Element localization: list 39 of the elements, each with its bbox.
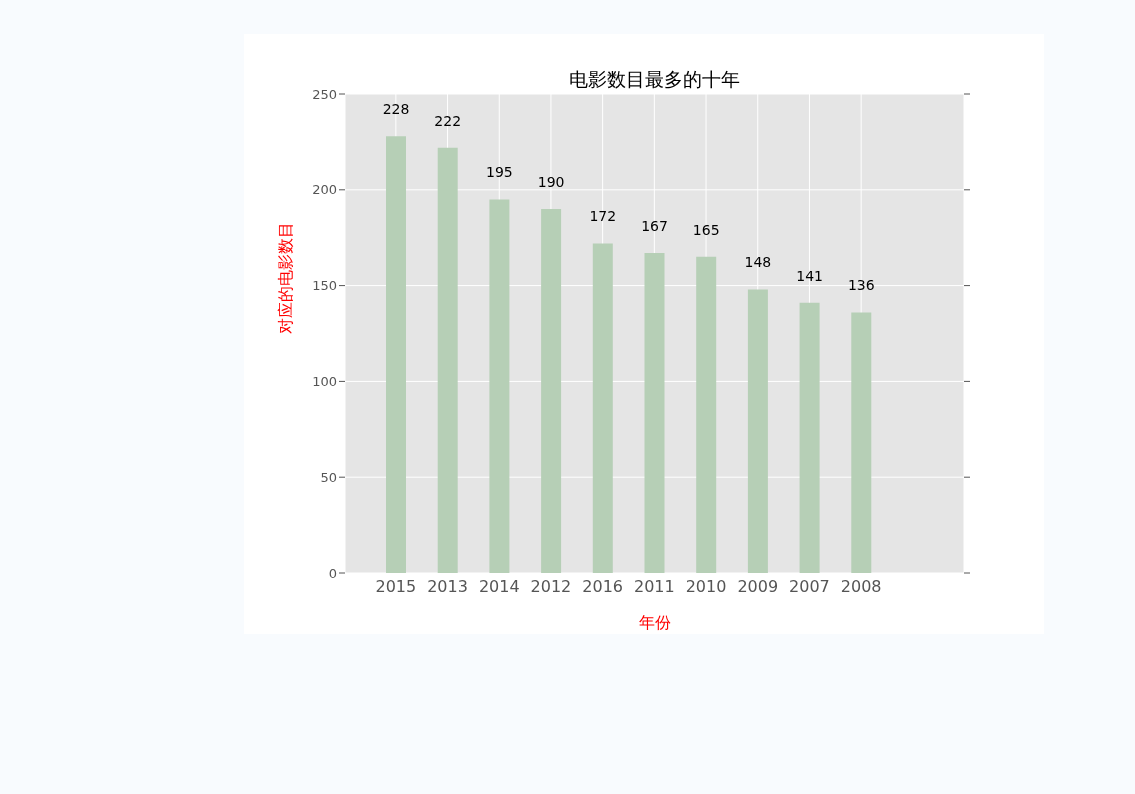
data-label: 190 — [537, 173, 565, 190]
bar — [799, 302, 820, 573]
x-tick-label: 2013 — [427, 577, 468, 597]
data-label: 195 — [486, 164, 513, 181]
x-tick-label: 2008 — [840, 577, 882, 597]
x-tick-label: 2010 — [685, 577, 727, 597]
y-tick-label: 250 — [312, 86, 337, 102]
data-label: 148 — [744, 254, 772, 271]
data-label: 165 — [692, 221, 720, 238]
bar — [386, 136, 406, 573]
x-tick-label: 2011 — [633, 577, 675, 597]
data-label: 172 — [589, 208, 617, 225]
bar — [851, 312, 872, 573]
bar — [644, 253, 665, 573]
x-tick-label: 2015 — [375, 577, 417, 597]
data-label: 222 — [434, 112, 462, 129]
x-axis-title: 年份 — [638, 613, 671, 632]
x-tick-label: 2012 — [530, 577, 572, 597]
data-label: 136 — [847, 277, 875, 294]
data-label: 228 — [382, 101, 410, 118]
bar — [489, 199, 510, 573]
bar — [592, 243, 613, 573]
y-tick-label: 50 — [320, 469, 337, 485]
bar — [541, 208, 562, 573]
y-tick-label: 150 — [312, 278, 337, 294]
y-tick-label: 200 — [312, 182, 337, 198]
x-tick-label: 2014 — [478, 577, 520, 597]
data-label: 167 — [641, 218, 668, 235]
y-tick-label: 0 — [328, 565, 337, 581]
bar — [437, 147, 458, 573]
y-axis-title: 对应的电影数目 — [275, 221, 295, 334]
bar — [747, 289, 768, 573]
chart-title: 电影数目最多的十年 — [568, 67, 741, 92]
x-tick-label: 2009 — [737, 577, 779, 597]
x-tick-label: 2016 — [582, 577, 624, 597]
x-tick-label: 2007 — [789, 577, 830, 597]
data-label: 141 — [796, 267, 823, 284]
bar — [696, 256, 717, 573]
y-tick-label: 100 — [312, 374, 337, 390]
